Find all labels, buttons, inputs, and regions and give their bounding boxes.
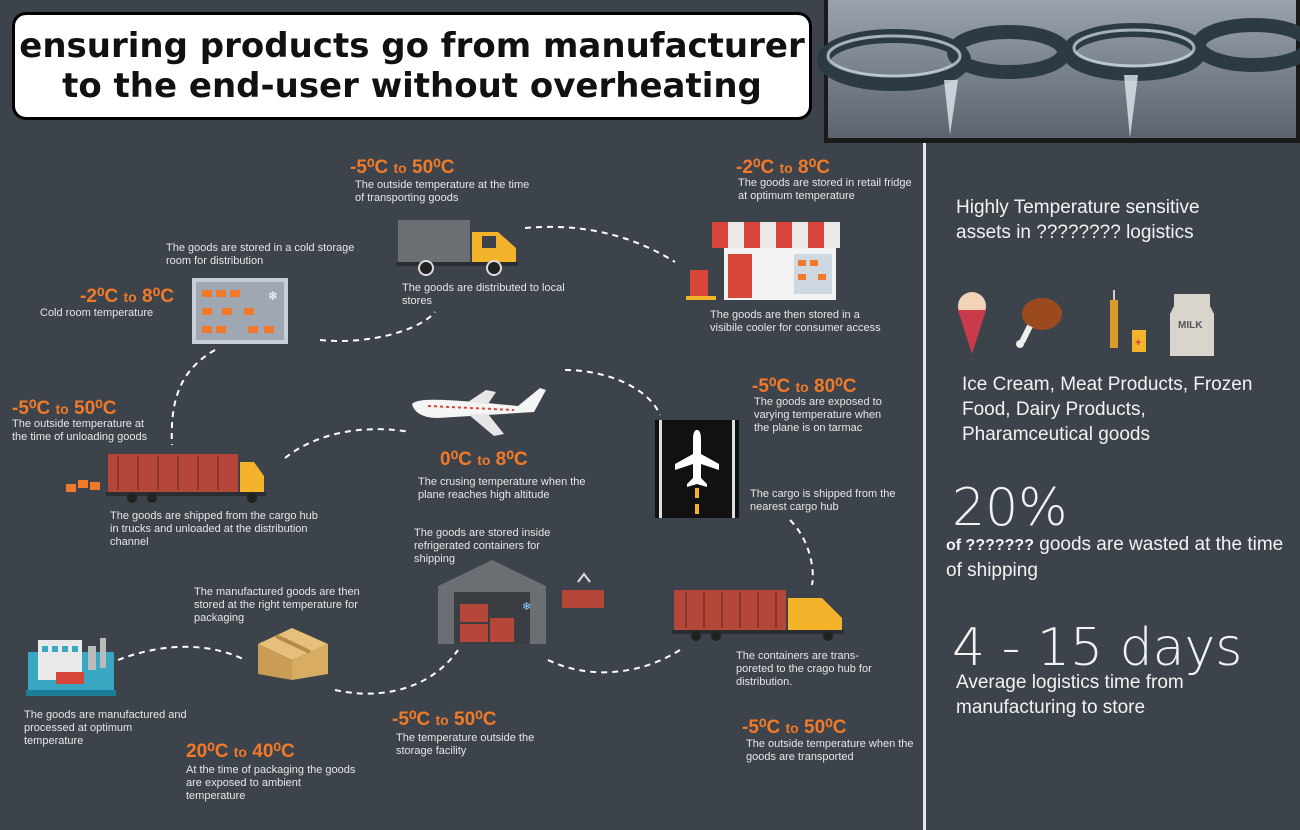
- store-icon: [686, 222, 840, 300]
- retail-desc: The goods are stored in retail fridge at…: [738, 177, 912, 202]
- connector-factory-box: [117, 645, 246, 661]
- container-truck-icon-right: [672, 590, 844, 641]
- connector-coldroom-unloading: [170, 349, 216, 446]
- tarmac-temp: -5⁰C to 80⁰C: [752, 376, 857, 397]
- connector-transport-coldroom: [319, 311, 436, 342]
- svg-text:❄: ❄: [268, 289, 278, 303]
- warehouse-icon: ❄: [438, 560, 604, 644]
- stat-20-percent: 20%: [952, 478, 1068, 538]
- stat-days: 4 - 15 days: [952, 618, 1243, 678]
- transport-local-desc: The outside temperature at the time of t…: [355, 179, 530, 204]
- unloading-desc: The outside temperature at the time of u…: [12, 418, 148, 443]
- flight-temp: 0⁰C to 8⁰C: [440, 449, 528, 470]
- manufacture-desc: The goods are manufactured and processed…: [24, 709, 187, 747]
- packaging-desc: The manufactured goods are then stored a…: [194, 586, 360, 624]
- cold-storage-room-icon: ❄: [192, 278, 288, 344]
- storage-temp: -5⁰C to 50⁰C: [392, 709, 497, 730]
- chain-photo: [817, 0, 1300, 143]
- tarmac-desc: The goods are exposed to varying tempera…: [754, 396, 882, 434]
- product-icons: + MILK: [958, 290, 1214, 356]
- syringe-medicine-icon: +: [1110, 290, 1146, 352]
- unloading-temp: -5⁰C to 50⁰C: [12, 398, 117, 419]
- stat-days-text: Average logistics time from manufacturin…: [956, 672, 1184, 718]
- svg-text:+: +: [1135, 337, 1141, 349]
- transport-local-temp: -5⁰C to 50⁰C: [350, 157, 455, 178]
- cargo-hub-temp: -5⁰C to 50⁰C: [742, 717, 847, 738]
- connector-transport-retail: [524, 225, 676, 263]
- transport-local-desc-2: The goods are distributed to local store…: [402, 282, 565, 307]
- retail-temp: -2⁰C to 8⁰C: [736, 157, 830, 178]
- stat-20-text: of ??????? goods are wasted at the time …: [946, 532, 1296, 583]
- cargo-hub-desc-2: The outside temperature when the goods a…: [746, 738, 914, 763]
- factory-icon: [26, 638, 116, 696]
- connector-unloading-plane: [284, 428, 411, 459]
- airplane-icon: [412, 388, 546, 436]
- title-box: ensuring products go from manufacturer t…: [12, 12, 812, 120]
- cold-room-desc-2: Cold room temperature: [40, 307, 154, 319]
- product-list: Ice Cream, Meat Products, Frozen Food, D…: [962, 374, 1253, 445]
- title-line-2: to the end-user without overheating: [62, 66, 762, 106]
- tarmac-desc-2: The cargo is shipped from the nearest ca…: [750, 488, 896, 513]
- cold-room-temp: -2⁰C to 8⁰C: [80, 286, 174, 307]
- connector-tarmac-truck: [789, 519, 814, 586]
- delivery-truck-icon: [396, 220, 518, 276]
- storage-desc: The temperature outside the storage faci…: [396, 732, 535, 757]
- title-line-1: ensuring products go from manufacturer: [19, 26, 805, 66]
- sidebar-divider: [923, 143, 926, 830]
- unloading-desc-2: The goods are shipped from the cargo hub…: [110, 510, 318, 548]
- retail-desc-2: The goods are then stored in a visibile …: [710, 309, 881, 334]
- container-truck-icon-left: [66, 454, 266, 503]
- stat-20-body: goods are wasted at the time of shipping: [946, 534, 1284, 581]
- chain-image: [817, 0, 1300, 138]
- connector-box-storage: [334, 649, 459, 695]
- connector-retail-tarmac: [564, 369, 661, 416]
- connector-storage-truck: [547, 649, 681, 674]
- svg-text:MILK: MILK: [1178, 320, 1203, 331]
- milk-carton-icon: MILK: [1170, 294, 1214, 356]
- flight-desc: The crusing temperature when the plane r…: [418, 476, 586, 501]
- package-box-icon: [258, 628, 328, 680]
- flow-connectors: [117, 225, 814, 695]
- cold-room-desc: The goods are stored in a cold storage r…: [166, 242, 355, 267]
- svg-text:❄: ❄: [522, 600, 531, 613]
- ice-cream-icon: [958, 292, 986, 354]
- sidebar-heading: Highly Temperature sensitive assets in ?…: [956, 197, 1200, 243]
- packaging-temp: 20⁰C to 40⁰C: [186, 741, 295, 762]
- packaging-desc-2: At the time of packaging the goods are e…: [186, 764, 356, 802]
- chicken-leg-icon: [1016, 298, 1062, 348]
- shipping-containers-desc: The goods are stored inside refrigerated…: [414, 527, 551, 565]
- cargo-hub-desc: The containers are trans-poreted to the …: [736, 650, 872, 688]
- runway-icon: [655, 420, 739, 518]
- stat-20-prefix: of ???????: [946, 537, 1034, 554]
